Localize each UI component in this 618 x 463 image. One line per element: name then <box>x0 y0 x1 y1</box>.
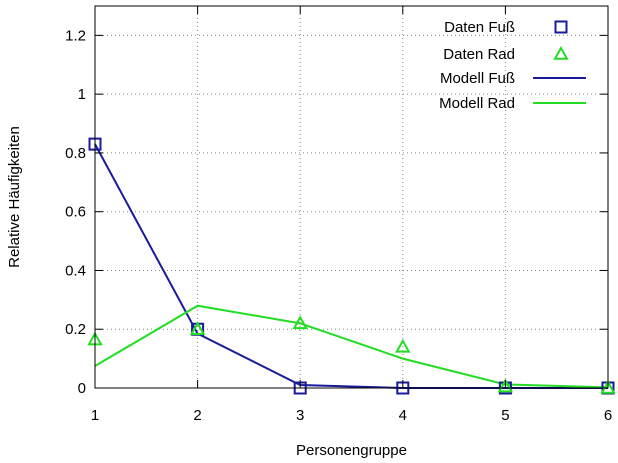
series-line <box>94 304 609 389</box>
legend-label: Daten Fuß <box>444 19 515 36</box>
y-tick-label: 0.8 <box>65 145 86 162</box>
x-axis-label: Personengruppe <box>296 442 407 459</box>
grid <box>95 6 608 388</box>
legend-label: Daten Rad <box>443 46 515 63</box>
y-axis-label: Relative Häufigkeiten <box>6 126 23 268</box>
data-point <box>395 338 411 353</box>
series-daten-fu- <box>88 137 615 395</box>
x-tick-label: 2 <box>193 407 201 424</box>
y-tick-label: 0.4 <box>65 262 86 279</box>
x-tick-label: 3 <box>296 407 304 424</box>
plot-area <box>87 137 616 395</box>
data-point <box>189 321 206 336</box>
y-tick-label: 0 <box>78 380 86 397</box>
legend-label: Modell Rad <box>439 95 515 112</box>
x-tick-label: 6 <box>604 407 612 424</box>
series-modell-fu- <box>94 143 608 389</box>
series-modell-rad <box>94 304 609 389</box>
series-line <box>94 143 608 389</box>
legend: Daten Fuß Daten Rad Modell Fuß Modell Rad <box>439 19 586 112</box>
legend-marker-swatch <box>554 20 568 34</box>
y-tick-label: 1 <box>78 86 86 103</box>
x-tick-label: 4 <box>399 407 407 424</box>
y-tick-label: 0.2 <box>65 321 86 338</box>
y-tick-label: 1.2 <box>65 27 86 44</box>
data-point <box>600 379 616 394</box>
data-point <box>497 378 514 393</box>
series-daten-rad <box>87 315 616 394</box>
axis-ticks: 0 0.2 0.4 0.6 0.8 1 1.2 1 2 3 4 5 6 <box>65 6 612 424</box>
legend-marker-swatch <box>553 45 569 60</box>
y-tick-label: 0.6 <box>65 204 86 221</box>
x-tick-label: 1 <box>91 407 99 424</box>
legend-label: Modell Fuß <box>440 70 515 87</box>
data-point <box>292 315 308 330</box>
plot-frame <box>94 5 609 389</box>
x-tick-label: 5 <box>501 407 509 424</box>
